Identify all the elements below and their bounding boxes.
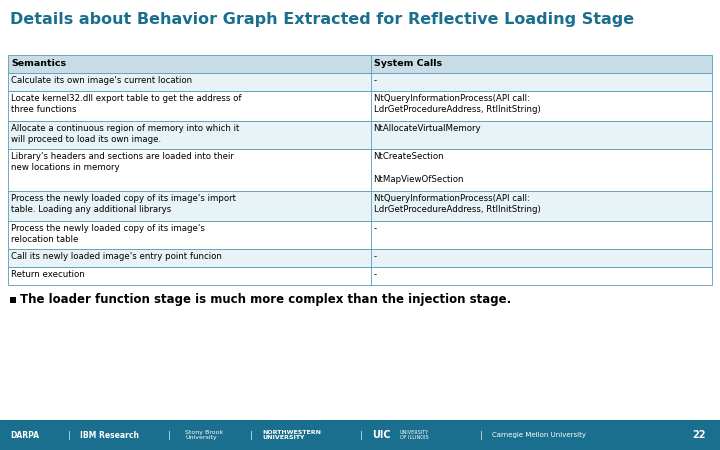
Bar [10,297,16,302]
Text: Stony Brook
University: Stony Brook University [185,430,223,440]
Text: |: | [250,431,253,440]
Bar [8,221,712,249]
Text: The loader function stage is much more complex than the injection stage.: The loader function stage is much more c… [20,292,511,306]
Text: Return execution: Return execution [11,270,85,279]
Text: Details about Behavior Graph Extracted for Reflective Loading Stage: Details about Behavior Graph Extracted f… [10,12,634,27]
Text: |: | [360,431,363,440]
Text: Calculate its own image's current location: Calculate its own image's current locati… [11,76,192,85]
Text: -: - [374,270,377,279]
Bar [0,420,720,450]
Text: IBM Research: IBM Research [80,431,139,440]
Text: UNIVERSITY
OF ILLINOIS: UNIVERSITY OF ILLINOIS [400,430,429,440]
Bar [8,73,712,91]
Text: Library's headers and sections are loaded into their
new locations in memory: Library's headers and sections are loade… [11,152,234,172]
Bar [8,55,712,73]
Bar [8,91,712,121]
Text: Carnegie Mellon University: Carnegie Mellon University [492,432,586,438]
Text: -: - [374,252,377,261]
Text: -: - [374,224,377,233]
Bar [8,267,712,285]
Text: Semantics: Semantics [11,59,66,68]
Text: NtCreateSection

NtMapViewOfSection: NtCreateSection NtMapViewOfSection [374,152,464,184]
Text: Process the newly loaded copy of its image's import
table. Loading any additiona: Process the newly loaded copy of its ima… [11,194,236,215]
Text: NtAllocateVirtualMemory: NtAllocateVirtualMemory [374,124,481,133]
Bar [8,149,712,191]
Text: Process the newly loaded copy of its image's
relocation table: Process the newly loaded copy of its ima… [11,224,205,244]
Text: UIC: UIC [372,430,391,440]
Text: System Calls: System Calls [374,59,441,68]
Text: |: | [168,431,171,440]
Text: -: - [374,76,377,85]
Bar [8,191,712,221]
Text: DARPA: DARPA [10,431,39,440]
Bar [8,249,712,267]
Text: Locate kernel32.dll export table to get the address of
three functions: Locate kernel32.dll export table to get … [11,94,241,114]
Text: |: | [68,431,71,440]
Text: |: | [480,431,482,440]
Text: Allocate a continuous region of memory into which it
will proceed to load its ow: Allocate a continuous region of memory i… [11,124,239,144]
Text: Call its newly loaded image's entry point funcion: Call its newly loaded image's entry poin… [11,252,222,261]
Text: NORTHWESTERN
UNIVERSITY: NORTHWESTERN UNIVERSITY [262,430,321,440]
Bar [8,121,712,149]
Text: NtQueryInformationProcess(API call:
LdrGetProcedureAddress, RtlInitString): NtQueryInformationProcess(API call: LdrG… [374,194,540,215]
Text: NtQueryInformationProcess(API call:
LdrGetProcedureAddress, RtlInitString): NtQueryInformationProcess(API call: LdrG… [374,94,540,114]
Text: 22: 22 [693,430,706,440]
